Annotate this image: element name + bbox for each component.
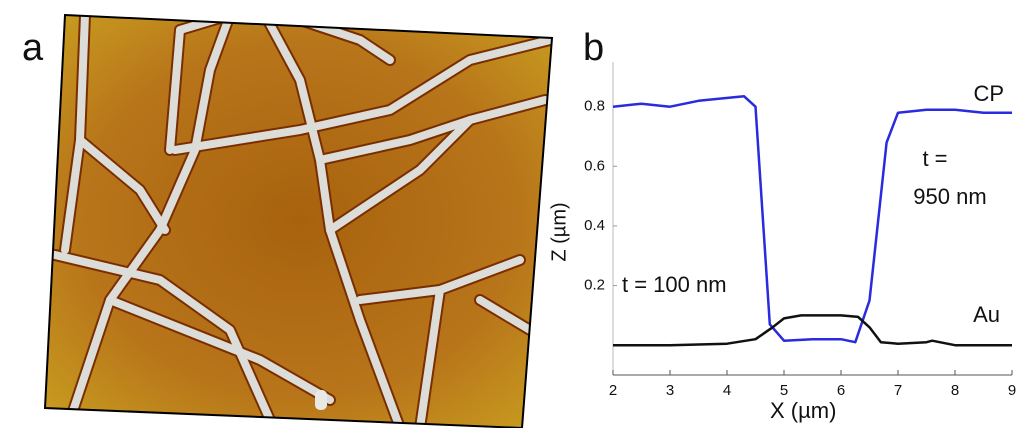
x-tick-label: 4	[723, 382, 731, 399]
afm-image	[45, 15, 552, 428]
x-tick-label: 8	[951, 382, 959, 399]
y-tick-label: 0.2	[584, 277, 605, 294]
x-tick-label: 3	[666, 382, 674, 399]
x-tick-label: 5	[780, 382, 788, 399]
line-0	[612, 95, 1012, 344]
panel-label: b	[583, 27, 604, 69]
x-tick-label: 7	[894, 382, 902, 399]
line-1	[613, 314, 1012, 347]
annotation: Au	[973, 302, 1000, 327]
panel-label: a	[22, 27, 44, 69]
x-tick-label: 6	[837, 382, 845, 399]
y-tick-label: 0.8	[584, 98, 605, 115]
y-axis-label: Z (µm)	[548, 202, 570, 261]
annotation: CP	[973, 81, 1004, 106]
annotation: 950 nm	[913, 184, 986, 209]
x-axis-label: X (µm)	[770, 398, 836, 423]
y-tick-label: 0.6	[584, 157, 605, 174]
x-tick-label: 9	[1008, 382, 1016, 399]
annotation: t =	[922, 146, 947, 171]
y-tick-label: 0.4	[584, 217, 605, 234]
x-tick-label: 2	[609, 382, 617, 399]
annotation: t = 100 nm	[622, 272, 727, 297]
